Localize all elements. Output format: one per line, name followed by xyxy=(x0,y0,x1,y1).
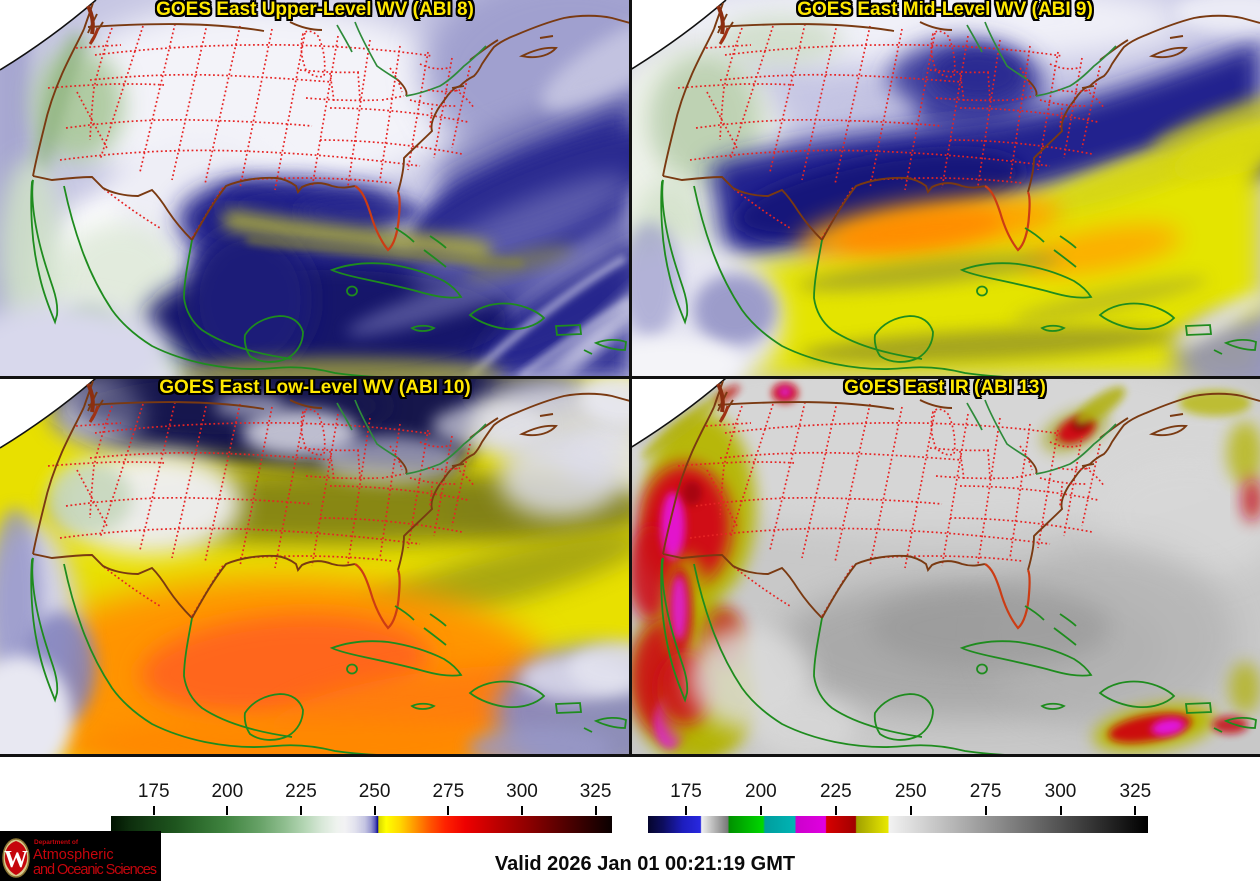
svg-text:W: W xyxy=(4,847,28,873)
svg-text:and Oceanic Sciences: and Oceanic Sciences xyxy=(33,862,157,878)
svg-text:Atmospheric: Atmospheric xyxy=(33,847,114,863)
svg-text:Department of: Department of xyxy=(34,839,79,846)
